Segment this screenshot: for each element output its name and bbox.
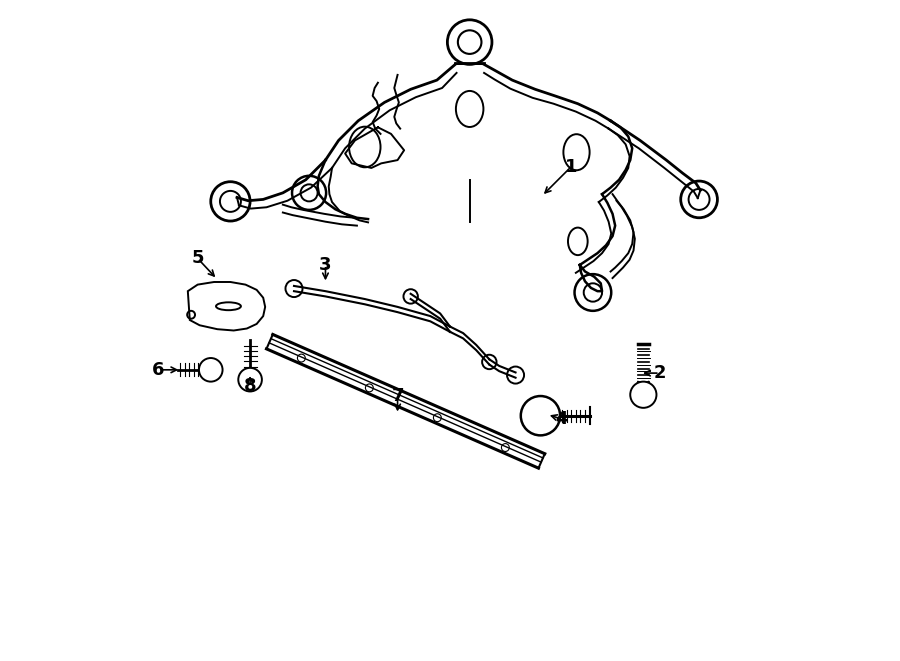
Text: 4: 4 <box>555 410 568 428</box>
Circle shape <box>521 396 560 436</box>
Text: 3: 3 <box>320 256 332 274</box>
Text: 8: 8 <box>244 377 256 395</box>
Polygon shape <box>188 282 266 330</box>
Circle shape <box>630 381 656 408</box>
Text: 5: 5 <box>192 249 204 268</box>
Text: 6: 6 <box>152 361 165 379</box>
Circle shape <box>199 358 222 381</box>
Circle shape <box>238 368 262 391</box>
Text: 1: 1 <box>565 157 578 176</box>
Text: 2: 2 <box>653 364 666 382</box>
Text: 7: 7 <box>392 387 404 405</box>
